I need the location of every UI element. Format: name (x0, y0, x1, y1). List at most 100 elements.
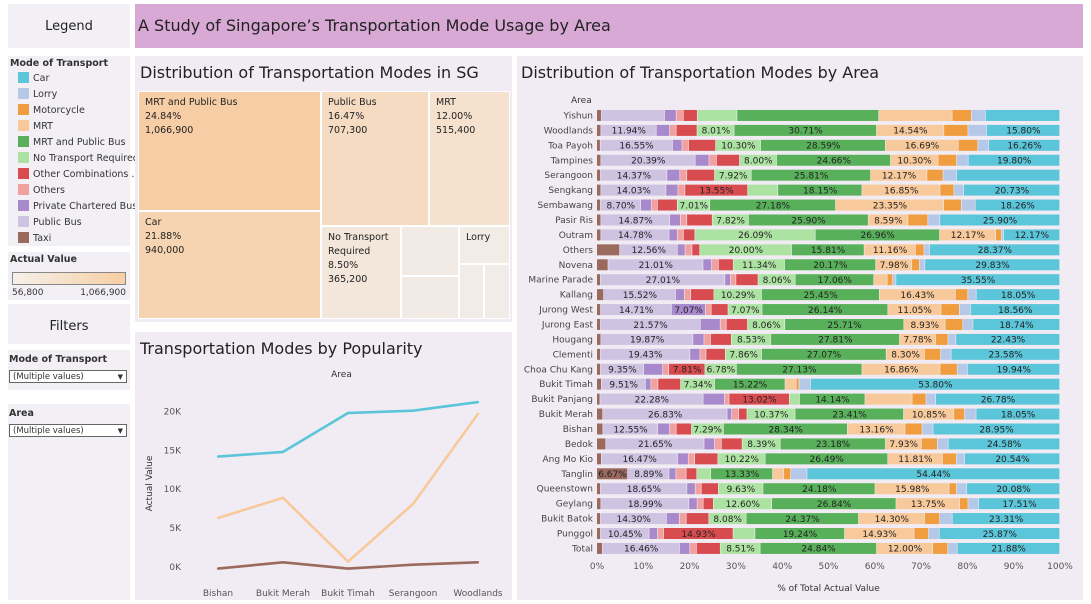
treemap-cell-no-transport-required[interactable]: No Transport Required 8.50% 365,200 (321, 226, 401, 319)
bar-segment-motorcycle (945, 318, 963, 330)
bar-area-label: Kallang (560, 291, 593, 301)
bar-segment-others (688, 453, 695, 465)
bar-segment-mrt (874, 274, 887, 286)
bar-segment-lorry (948, 542, 957, 554)
bar-segment-motorcycle (915, 244, 924, 256)
bar-data-label: 13.33% (725, 470, 760, 480)
bar-data-label: 10.30% (897, 157, 932, 167)
bar-data-label: 27.01% (646, 276, 681, 286)
bar-segment-public-bus (603, 408, 727, 420)
bar-segment-public-bus (600, 318, 700, 330)
bar-segment-lorry (943, 169, 957, 181)
filter-mode-dropdown[interactable]: (Multiple values) ▼ (9, 370, 127, 383)
bar-segment-public-bus (600, 304, 672, 316)
bar-data-label: 14.93% (862, 530, 897, 540)
bar-data-label: 18.74% (999, 321, 1034, 331)
bar-segment-mrt-and-public-bus (765, 453, 888, 465)
bar-data-label: 8.93% (911, 321, 940, 331)
bar-segment-lorry (928, 214, 940, 226)
bar-segment-others (677, 229, 684, 241)
legend-mode-title: Mode of Transport (10, 58, 109, 69)
bar-segment-taxi (597, 109, 602, 121)
bar-segment-others (657, 528, 664, 539)
bar-segment-car (957, 542, 1060, 554)
bar-segment-other-combinations (663, 528, 733, 539)
bar-segment-mrt-and-public-bus (763, 483, 875, 495)
legend-item-mrt[interactable]: MRT (18, 120, 53, 132)
bar-data-label: 12.17% (951, 231, 986, 241)
bar-segment-others (679, 513, 686, 525)
legend-item-lorry[interactable]: Lorry (18, 88, 57, 100)
bar-data-label: 24.66% (817, 157, 852, 167)
legend-item-motorcycle[interactable]: Motorcycle (18, 104, 85, 116)
bar-data-label: 21.57% (633, 321, 668, 331)
treemap-cell-mrt[interactable]: MRT 12.00% 515,400 (429, 91, 510, 226)
bar-segment-mrt-and-public-bus (791, 244, 864, 256)
bar-segment-motorcycle (955, 289, 968, 301)
treemap-cell-car[interactable]: Car 21.88% 940,000 (138, 211, 321, 319)
bar-data-label: 8.06% (752, 321, 781, 331)
chevron-down-icon: ▼ (117, 373, 123, 381)
bar-segment-car (948, 438, 1060, 450)
legend-swatch (18, 168, 29, 179)
bar-segment-motorcycle (927, 169, 943, 181)
bar-data-label: 7.07% (731, 306, 760, 316)
bar-segment-taxi (597, 184, 601, 196)
legend-item-taxi[interactable]: Taxi (18, 232, 51, 244)
legend-item-other-combinations[interactable]: Other Combinations ... (18, 168, 140, 180)
treemap-cell-small-b[interactable] (401, 276, 459, 319)
bar-segment-mrt-and-public-bus (748, 214, 868, 226)
bar-segment-mrt-and-public-bus (795, 408, 904, 420)
bar-segment-lorry (922, 423, 933, 435)
legend-item-no-transport-required[interactable]: No Transport Required (18, 152, 139, 164)
bar-segment-private-chartered-bus (664, 109, 676, 121)
bar-data-label: 26.14% (808, 306, 843, 316)
bar-segment-public-bus (602, 542, 680, 554)
stacked-bar-chart: Area Yishun Woodlands 11.94% 8.01% 30.71% 14.5… (524, 96, 1073, 594)
legend-item-private-chartered-bus[interactable]: Private Chartered Bus (18, 200, 137, 212)
bar-data-label: 25.45% (804, 291, 839, 301)
bar-data-label: 24.58% (987, 440, 1022, 450)
bar-data-label: 26.96% (861, 231, 896, 241)
bar-segment-other-combinations (687, 214, 712, 226)
bar-segment-no-transport-required (720, 542, 760, 554)
treemap-cell-mrt-and-public-bus[interactable]: MRT and Public Bus 24.84% 1,066,900 (138, 91, 321, 211)
treemap-cell-small-a[interactable] (401, 226, 459, 276)
bar-segment-mrt-and-public-bus (799, 393, 865, 405)
bar-segment-others (730, 274, 736, 286)
bar-data-label: 35.55% (961, 276, 996, 286)
bar-data-label: 18.26% (1001, 201, 1036, 211)
bar-segment-taxi (597, 274, 601, 286)
filter-area-dropdown[interactable]: (Multiple values) ▼ (9, 424, 127, 437)
y-tick-label: 15K (164, 446, 182, 456)
bar-segment-mrt (870, 169, 927, 181)
legend-item-public-bus[interactable]: Public Bus (18, 216, 82, 228)
legend-item-car[interactable]: Car (18, 72, 49, 84)
bar-data-label: 14.54% (893, 127, 928, 137)
bar-area-label: Sengkang (548, 186, 593, 196)
bar-data-label: 25.71% (827, 321, 862, 331)
bar-segment-car (973, 318, 1060, 330)
bar-segment-no-transport-required (715, 139, 761, 151)
bar-data-label: 15.52% (623, 291, 658, 301)
legend-item-mrt-and-public-bus[interactable]: MRT and Public Bus (18, 136, 125, 148)
bar-segment-no-transport-required (718, 453, 765, 465)
legend-item-others[interactable]: Others (18, 184, 65, 196)
treemap-cell-lorry[interactable]: Lorry (459, 226, 510, 264)
treemap-cell-small-c[interactable] (459, 264, 484, 319)
bar-segment-mrt (903, 408, 954, 420)
legend-label: MRT (33, 121, 53, 132)
line-point-taxi (281, 561, 285, 564)
bar-segment-public-bus (600, 483, 687, 495)
bar-area-label: Outram (559, 231, 593, 241)
bar-segment-lorry (799, 378, 811, 390)
bar-data-label: 20.54% (995, 455, 1030, 465)
line-point-mrt (411, 502, 415, 506)
bar-data-label: 11.16% (873, 246, 908, 256)
bar-data-label: 8.89% (634, 470, 663, 480)
bar-segment-motorcycle (996, 229, 1001, 241)
treemap-cell-small-d[interactable] (484, 264, 510, 319)
bar-segment-other-combinations (683, 229, 695, 241)
dashboard-title: A Study of Singapore’s Transportation Mo… (138, 16, 611, 35)
treemap-cell-public-bus[interactable]: Public Bus 16.47% 707,300 (321, 91, 429, 226)
